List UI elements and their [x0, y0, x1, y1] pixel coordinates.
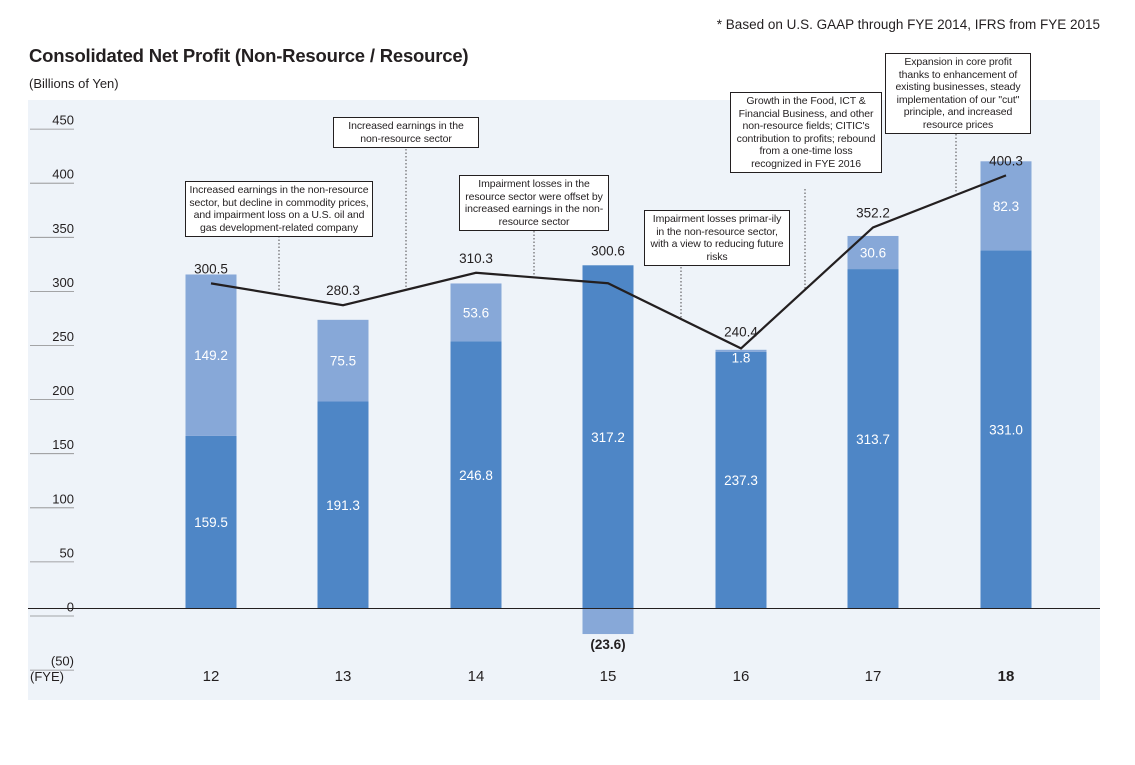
bar-non-resource	[450, 341, 502, 609]
y-tick-label: 250	[52, 329, 74, 344]
bar-non-resource	[317, 401, 369, 609]
bar-label-non-resource: 159.5	[194, 515, 228, 530]
x-tick-label: 18	[998, 668, 1015, 685]
x-tick-label: 16	[733, 668, 750, 685]
total-label: 300.6	[591, 243, 625, 258]
bar-non-resource	[185, 435, 237, 609]
total-label: 300.5	[194, 261, 228, 276]
bar-resource	[582, 608, 634, 635]
bar-label-resource: 149.2	[194, 348, 228, 363]
annotation-fye17: Growth in the Food, ICT & Financial Busi…	[730, 92, 882, 173]
x-tick-label: 14	[468, 668, 485, 685]
bar-label-resource: (23.6)	[590, 637, 625, 652]
bar-non-resource	[980, 250, 1032, 609]
x-axis-label: (FYE)	[30, 669, 64, 684]
y-tick-label: 0	[67, 600, 74, 615]
bar-label-resource: 53.6	[463, 305, 489, 320]
bar-label-non-resource: 246.8	[459, 468, 493, 483]
bar-label-non-resource: 331.0	[989, 422, 1023, 437]
bar-label-resource: 75.5	[330, 354, 356, 369]
y-tick-label: 400	[52, 167, 74, 182]
y-tick-label: 300	[52, 275, 74, 290]
bar-resource	[450, 283, 502, 342]
total-label: 240.4	[724, 324, 758, 339]
bar-resource	[715, 349, 767, 352]
total-label: 310.3	[459, 251, 493, 266]
total-line	[210, 174, 1007, 350]
y-tick-label: 200	[52, 383, 74, 398]
bar-resource	[847, 235, 899, 270]
y-tick-label: 450	[52, 113, 74, 128]
total-label: 352.2	[856, 205, 890, 220]
y-tick-label: 350	[52, 221, 74, 236]
chart-title: Consolidated Net Profit (Non-Resource / …	[29, 45, 469, 66]
y-tick-label: 150	[52, 437, 74, 452]
annotation-fye13: Increased earnings in the non-resource s…	[333, 117, 479, 148]
bar-resource	[185, 274, 237, 436]
bar-resource	[317, 319, 369, 402]
y-tick-label: 50	[60, 545, 74, 560]
y-tick-label: 100	[52, 491, 74, 506]
bar-label-resource: 82.3	[993, 199, 1019, 214]
x-tick-label: 17	[865, 668, 882, 685]
footnote: * Based on U.S. GAAP through FYE 2014, I…	[716, 17, 1100, 32]
x-tick-label: 15	[600, 668, 617, 685]
bar-non-resource	[715, 351, 767, 609]
x-tick-label: 12	[203, 668, 220, 685]
bar-label-resource: 1.8	[732, 351, 751, 366]
bar-label-non-resource: 191.3	[326, 498, 360, 513]
total-label: 280.3	[326, 283, 360, 298]
bar-label-non-resource: 313.7	[856, 432, 890, 447]
bar-label-non-resource: 237.3	[724, 473, 758, 488]
bar-label-non-resource: 317.2	[591, 430, 625, 445]
annotation-fye16: Impairment losses primar-ily in the non-…	[644, 210, 790, 266]
annotation-fye14: Impairment losses in the resource sector…	[459, 175, 609, 231]
bar-non-resource	[582, 265, 634, 609]
x-tick-label: 13	[335, 668, 352, 685]
annotation-fye18: Expansion in core profit thanks to enhan…	[885, 53, 1031, 134]
y-tick-label: (50)	[51, 654, 74, 669]
bar-label-resource: 30.6	[860, 246, 886, 261]
annotation-fye12: Increased earnings in the non-resource s…	[185, 181, 373, 237]
total-label: 400.3	[989, 153, 1023, 168]
bar-non-resource	[847, 269, 899, 609]
y-axis-unit: (Billions of Yen)	[29, 76, 119, 91]
